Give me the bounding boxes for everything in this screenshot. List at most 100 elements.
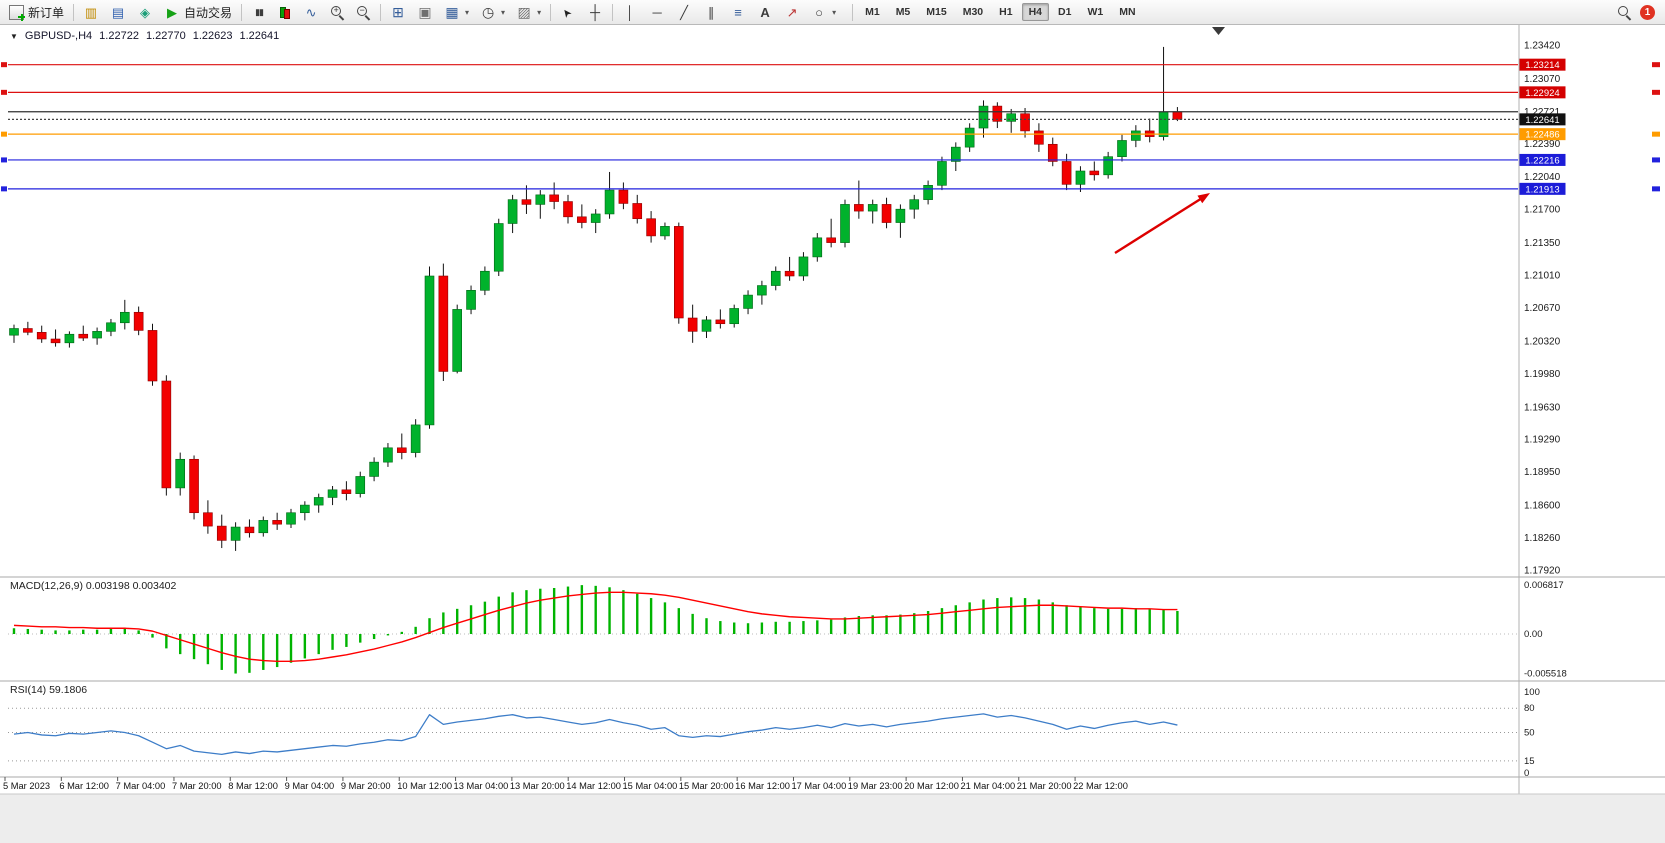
timeframe-button-m1[interactable]: M1 <box>858 3 887 21</box>
svg-text:1.22040: 1.22040 <box>1524 172 1561 183</box>
templates-button[interactable]: ▨ ▾ <box>511 2 546 23</box>
macd-histogram-bar <box>940 608 944 634</box>
timeframe-button-w1[interactable]: W1 <box>1080 3 1110 21</box>
trend-arrow-annotation[interactable] <box>1114 193 1210 255</box>
vertical-line-button[interactable]: │ <box>617 2 643 23</box>
horizontal-line-icon: ─ <box>652 4 662 20</box>
timeframe-button-h1[interactable]: H1 <box>992 3 1019 21</box>
candlestick-chart-icon <box>278 5 292 19</box>
trendline-button[interactable]: ╱ <box>671 2 697 23</box>
macd-histogram-bar <box>303 634 307 659</box>
svg-text:1.19290: 1.19290 <box>1524 435 1561 446</box>
macd-histogram-bar <box>428 618 431 634</box>
timeframe-button-m5[interactable]: M5 <box>889 3 918 21</box>
profiles-button[interactable]: ◷ ▾ <box>475 2 510 23</box>
tile-windows-button[interactable]: ⊞ <box>385 2 411 23</box>
fibonacci-button[interactable]: ≡ <box>725 2 751 23</box>
svg-text:21 Mar 04:00: 21 Mar 04:00 <box>960 781 1015 791</box>
chart-shift-marker[interactable] <box>1212 27 1225 35</box>
timeframe-button-d1[interactable]: D1 <box>1051 3 1078 21</box>
macd-histogram-bar <box>68 630 71 634</box>
main-toolbar: 新订单 ▥ ▤ ◈ ▶ 自动交易 ▮▮ ∿ + − ⊞ ▣ ▦ ▾ ◷ ▾ ▨ ▾ ➤… <box>0 0 1665 25</box>
timeframe-button-h4[interactable]: H4 <box>1021 3 1050 21</box>
cursor-button[interactable]: ➤ <box>555 2 581 23</box>
svg-text:14 Mar 12:00: 14 Mar 12:00 <box>566 781 621 791</box>
macd-histogram-bar <box>691 613 694 634</box>
notification-badge[interactable]: 1 <box>1640 4 1655 20</box>
market-watch-icon: ▥ <box>84 4 98 20</box>
zoom-out-button[interactable]: − <box>351 2 376 23</box>
arrows-button[interactable]: ↗ <box>779 2 805 23</box>
line-edge-marker <box>1 157 7 163</box>
cursor-icon: ➤ <box>560 4 576 20</box>
line-edge-marker <box>1 89 7 95</box>
timeframe-toolbar: M1 M5 M15 M30 H1 H4 D1 W1 MN <box>857 3 1143 21</box>
svg-text:1.23214: 1.23214 <box>1525 60 1559 71</box>
macd-histogram-bar <box>275 634 279 668</box>
macd-histogram-bar <box>594 585 597 634</box>
macd-histogram-bar <box>359 634 362 643</box>
level-lines[interactable]: 1.23214 1.22924 1.22641 1.22486 1.22216 1.219… <box>1 58 1660 196</box>
macd-histogram-bar <box>95 629 99 634</box>
channel-button[interactable]: ∥ <box>698 2 724 23</box>
macd-histogram-bar <box>1148 608 1151 634</box>
macd-histogram-bar <box>12 628 16 634</box>
autotrading-button[interactable]: ▶ 自动交易 <box>159 2 237 23</box>
svg-text:6 Mar 12:00: 6 Mar 12:00 <box>59 781 109 791</box>
navigator-button[interactable]: ◈ <box>132 2 158 23</box>
svg-text:1.21700: 1.21700 <box>1524 205 1561 216</box>
price-axis[interactable]: 1.23420 1.23070 1.22721 1.22390 1.22040 1.217… <box>1524 41 1561 577</box>
candlestick-chart-button[interactable] <box>273 2 297 23</box>
svg-text:15: 15 <box>1524 756 1535 767</box>
text-button[interactable]: A <box>752 2 778 23</box>
svg-text:0.00: 0.00 <box>1524 629 1543 640</box>
svg-text:1.22486: 1.22486 <box>1525 130 1559 141</box>
macd-histogram-bar <box>165 634 168 649</box>
zoom-in-button[interactable]: + <box>325 2 350 23</box>
price-tag-1.22216 <box>1519 153 1566 166</box>
svg-text:1.18260: 1.18260 <box>1524 533 1561 544</box>
shapes-icon: ○ <box>815 4 823 20</box>
time-axis[interactable]: 5 Mar 2023 6 Mar 12:00 7 Mar 04:00 7 Mar 20… <box>3 777 1128 791</box>
data-window-button[interactable]: ▤ <box>105 2 131 23</box>
macd-histogram-bar <box>1051 602 1054 634</box>
line-edge-marker <box>1652 62 1660 68</box>
macd-histogram-bar <box>1037 599 1041 634</box>
shapes-button[interactable]: ○ ▾ <box>806 2 841 23</box>
search-icon[interactable] <box>1617 5 1632 20</box>
timeframe-button-m15[interactable]: M15 <box>919 3 953 21</box>
line-chart-icon: ∿ <box>305 4 317 20</box>
svg-text:100: 100 <box>1524 687 1540 698</box>
new-chart-icon: ▦ <box>445 4 459 20</box>
macd-histogram-bar <box>511 592 514 634</box>
macd-histogram-bar <box>1106 608 1110 634</box>
crosshair-button[interactable]: ┼ <box>582 2 608 23</box>
toolbar-right-cluster: 1 <box>1617 4 1661 20</box>
cascade-windows-button[interactable]: ▣ <box>412 2 438 23</box>
macd-histogram-bar <box>1120 608 1124 634</box>
macd-histogram-bar <box>719 621 722 634</box>
macd-histogram-bar <box>456 608 459 634</box>
toolbar-separator <box>550 3 552 21</box>
new-order-button[interactable]: 新订单 <box>4 2 69 23</box>
line-chart-button[interactable]: ∿ <box>298 2 324 23</box>
rsi-indicator-label: RSI(14) 59.1806 <box>10 684 88 696</box>
one-click-trading-toggle[interactable]: ▼ <box>10 31 18 41</box>
svg-text:15 Mar 04:00: 15 Mar 04:00 <box>623 781 678 791</box>
market-watch-button[interactable]: ▥ <box>78 2 104 23</box>
price-tag-1.23214 <box>1519 58 1566 71</box>
bar-chart-button[interactable]: ▮▮ <box>246 2 272 23</box>
timeframe-button-mn[interactable]: MN <box>1112 3 1142 21</box>
macd-histogram-bar <box>816 620 819 634</box>
horizontal-line-button[interactable]: ─ <box>644 2 670 23</box>
dropdown-icon: ▾ <box>537 7 542 17</box>
svg-text:1.22641: 1.22641 <box>1525 115 1559 126</box>
macd-histogram-bar <box>372 634 376 640</box>
timeframe-button-m30[interactable]: M30 <box>956 3 990 21</box>
svg-text:15 Mar 20:00: 15 Mar 20:00 <box>679 781 734 791</box>
data-window-icon: ▤ <box>111 4 125 20</box>
new-chart-button[interactable]: ▦ ▾ <box>439 2 474 23</box>
svg-text:1.23420: 1.23420 <box>1524 41 1561 52</box>
svg-text:1.18950: 1.18950 <box>1524 467 1561 478</box>
